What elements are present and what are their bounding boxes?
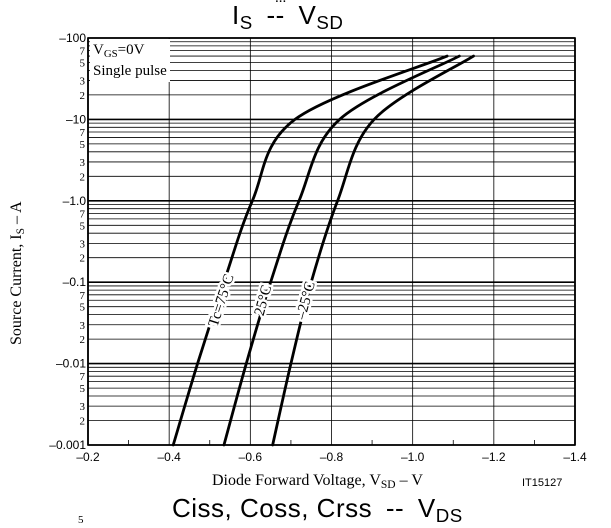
y-tick-label-minor: 5 bbox=[80, 139, 86, 151]
title-main: I bbox=[232, 0, 240, 30]
title-sep: -- bbox=[266, 0, 285, 30]
legend-line-2: Single pulse bbox=[93, 63, 167, 79]
next-chart-title: Ciss, Coss, Crss -- VDS bbox=[172, 493, 463, 526]
legend-line-1: VGS=0V bbox=[93, 40, 167, 61]
series-line-3 bbox=[271, 54, 475, 447]
next-title-main: Ciss, Coss, Crss bbox=[172, 493, 373, 523]
y-tick-label-decade: –0.001 bbox=[49, 438, 86, 452]
y-tick-label-decade: –10 bbox=[66, 112, 86, 126]
x-tick-label: –1.0 bbox=[401, 450, 425, 464]
chart-title: IS -- VSD bbox=[232, 0, 344, 33]
y-tick-label-minor: 3 bbox=[80, 157, 86, 169]
title-main-sub: S bbox=[239, 11, 253, 33]
y-tick-label-minor: 3 bbox=[80, 401, 86, 413]
y-tick-label-minor: 7 bbox=[80, 46, 86, 58]
y-tick-label-minor: 7 bbox=[80, 290, 86, 302]
x-tick-label: –0.2 bbox=[76, 450, 100, 464]
legend-vgs-sub: GS bbox=[103, 47, 118, 60]
x-tick-label: –1.2 bbox=[482, 450, 506, 464]
y-tick-label-decade: –100 bbox=[59, 31, 86, 45]
y-tick-label-minor: 5 bbox=[80, 302, 86, 314]
y-tick-label-minor: 2 bbox=[80, 334, 86, 346]
y-tick-label-minor: 7 bbox=[80, 127, 86, 139]
x-axis-label: Diode Forward Voltage, VSD – V bbox=[212, 472, 423, 491]
x-tick-label: –0.4 bbox=[157, 450, 181, 464]
x-axis-label-unit: – V bbox=[399, 472, 423, 489]
legend-box: VGS=0V Single pulse bbox=[90, 39, 170, 82]
title-var: V bbox=[298, 0, 317, 30]
y-tick-label-minor: 5 bbox=[80, 220, 86, 232]
y-tick-label-minor: 5 bbox=[80, 58, 86, 70]
series-line-1 bbox=[171, 54, 449, 447]
series-label: 25°C bbox=[252, 283, 275, 317]
y-tick-label-minor: 7 bbox=[80, 371, 86, 383]
series-line-2 bbox=[222, 54, 461, 447]
y-axis-label-main: Source Current, I bbox=[8, 234, 25, 345]
legend-vgs-value: =0V bbox=[117, 42, 145, 58]
x-axis-label-sub: SD bbox=[380, 478, 396, 491]
x-tick-label: –0.8 bbox=[320, 450, 344, 464]
y-axis-label-unit: – A bbox=[8, 201, 25, 224]
y-tick-label-minor: 3 bbox=[80, 76, 86, 88]
top-text-fragment: ... bbox=[275, 0, 286, 7]
y-tick-label-minor: 2 bbox=[80, 171, 86, 183]
plot-frame bbox=[87, 37, 576, 446]
next-title-sep: -- bbox=[385, 493, 405, 523]
figure-code: IT15127 bbox=[522, 477, 563, 489]
y-tick-label-minor: 2 bbox=[80, 253, 86, 265]
y-tick-label-minor: 2 bbox=[80, 90, 86, 102]
y-tick-label-minor: 2 bbox=[80, 415, 86, 427]
y-tick-label-minor: 7 bbox=[80, 208, 86, 220]
y-axis-label: Source Current, IS – A bbox=[8, 201, 27, 345]
next-title-var-sub: DS bbox=[435, 504, 463, 526]
y-axis-label-sub: S bbox=[14, 227, 27, 235]
y-tick-label-minor: 3 bbox=[80, 238, 86, 250]
y-tick-label-decade: –1.0 bbox=[63, 194, 87, 208]
next-chart-axis-fragment: 5 bbox=[78, 514, 84, 526]
x-axis-label-main: Diode Forward Voltage, V bbox=[212, 472, 381, 489]
series-label-group: 25°C bbox=[249, 281, 277, 320]
next-title-var: V bbox=[417, 493, 436, 523]
x-tick-label: –1.4 bbox=[563, 450, 587, 464]
y-tick-label-minor: 3 bbox=[80, 320, 86, 332]
y-tick-label-decade: –0.01 bbox=[56, 357, 86, 371]
legend-vgs: V bbox=[93, 42, 104, 58]
x-tick-label: –0.6 bbox=[239, 450, 263, 464]
y-tick-label-decade: –0.1 bbox=[63, 275, 87, 289]
title-var-sub: SD bbox=[316, 11, 344, 33]
y-tick-label-minor: 5 bbox=[80, 383, 86, 395]
